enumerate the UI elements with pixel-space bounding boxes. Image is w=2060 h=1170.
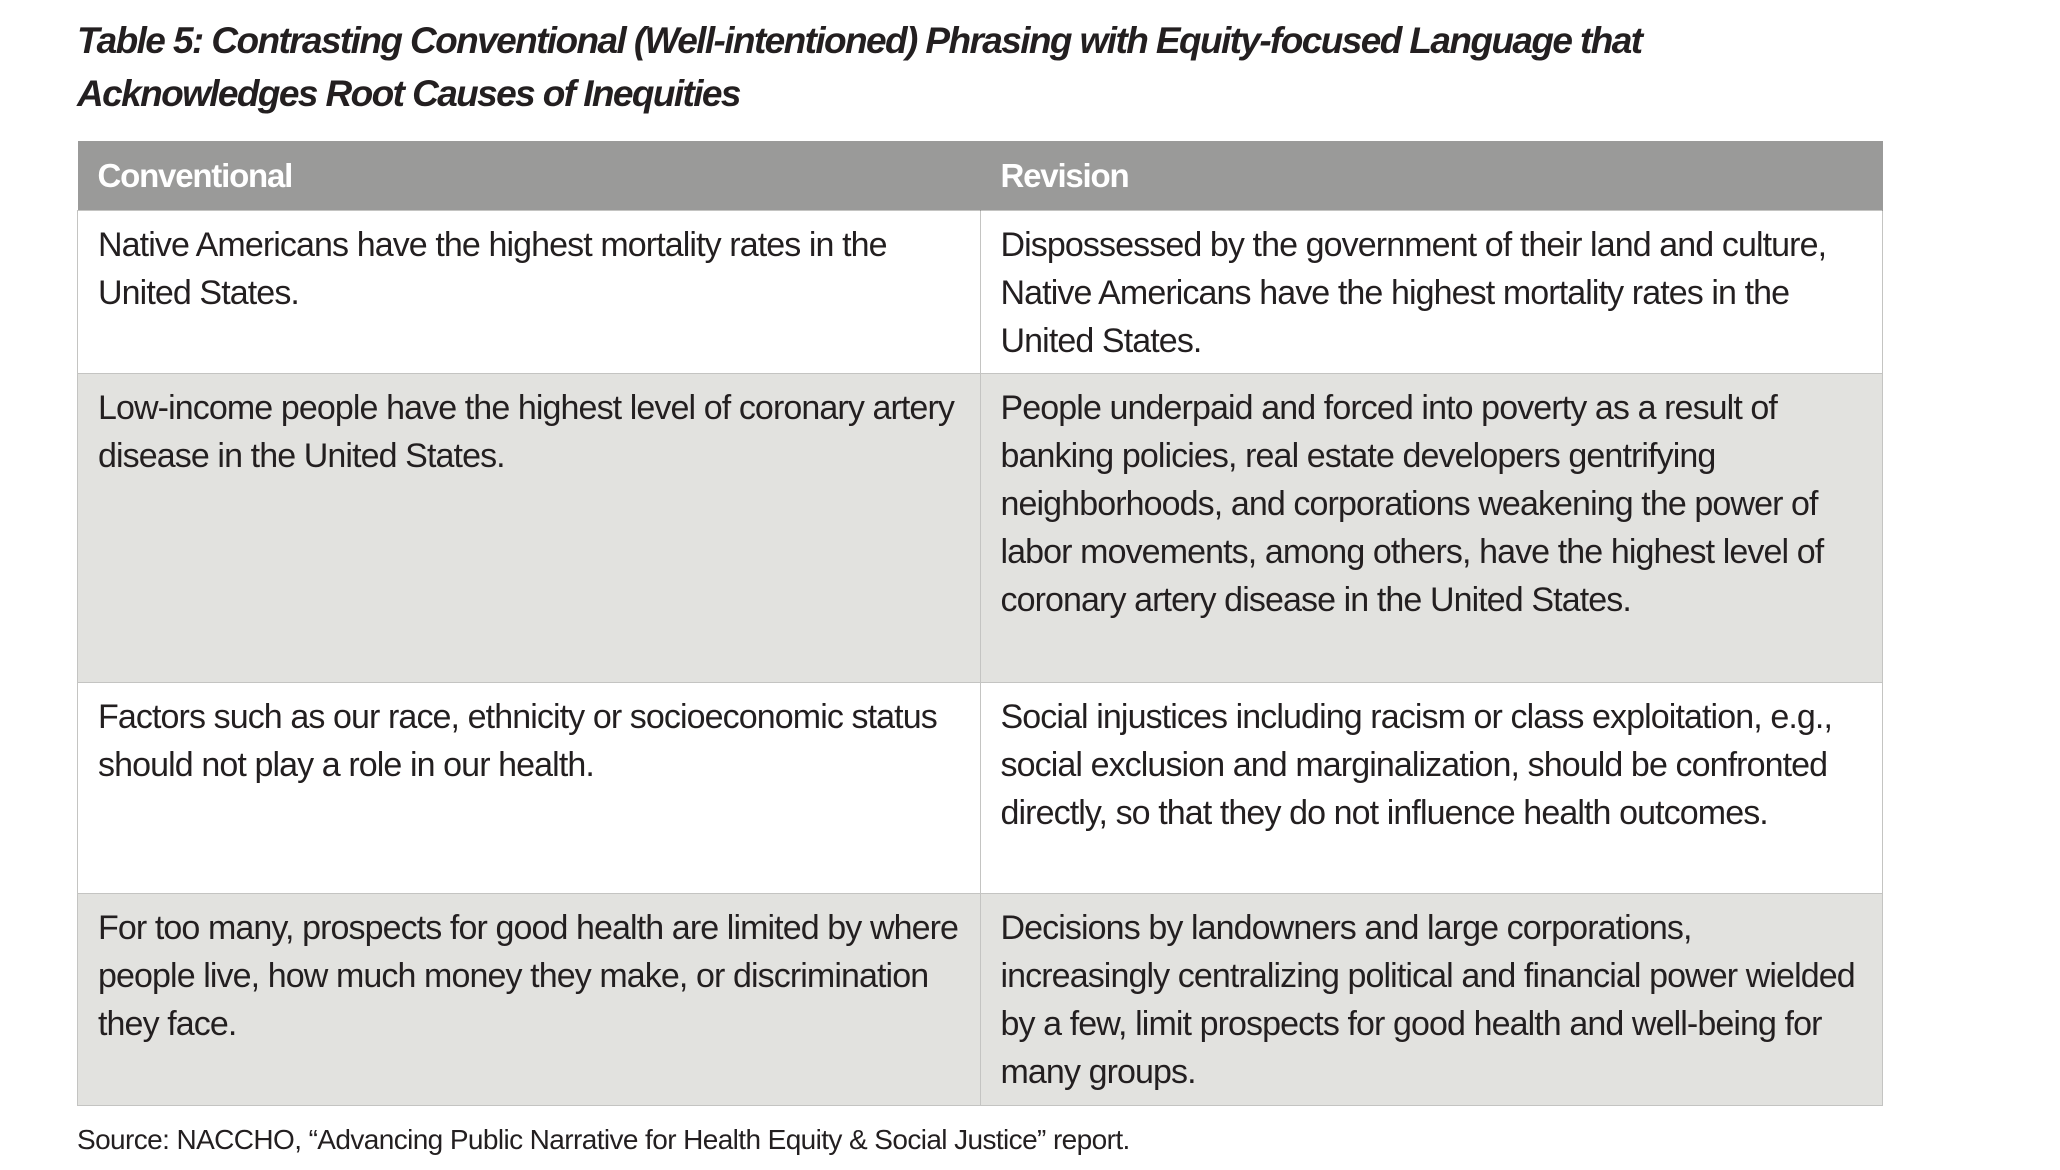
table-row: For too many, prospects for good health … — [77, 893, 1883, 1106]
comparison-table: Conventional Revision Native Americans h… — [77, 141, 1883, 1106]
conventional-cell: For too many, prospects for good health … — [77, 893, 981, 1106]
table-row: Factors such as our race, ethnicity or s… — [77, 682, 1883, 894]
revision-cell: Dispossessed by the government of their … — [979, 210, 1883, 374]
table-title: Table 5: Contrasting Conventional (Well-… — [77, 20, 1643, 114]
header-revision: Revision — [980, 141, 1883, 211]
conventional-cell: Native Americans have the highest mortal… — [77, 210, 981, 374]
table-row: Low-income people have the highest level… — [77, 373, 1883, 683]
conventional-cell: Low-income people have the highest level… — [77, 373, 981, 683]
revision-cell: Social injustices including racism or cl… — [979, 682, 1883, 894]
header-conventional: Conventional — [77, 141, 981, 211]
conventional-cell: Factors such as our race, ethnicity or s… — [77, 682, 981, 894]
source-note: Source: NACCHO, “Advancing Public Narrat… — [77, 1124, 1130, 1155]
table-row: Native Americans have the highest mortal… — [77, 210, 1883, 374]
revision-cell: People underpaid and forced into poverty… — [979, 373, 1883, 683]
header-row: Conventional Revision — [77, 141, 1883, 211]
revision-cell: Decisions by landowners and large corpor… — [979, 893, 1883, 1106]
